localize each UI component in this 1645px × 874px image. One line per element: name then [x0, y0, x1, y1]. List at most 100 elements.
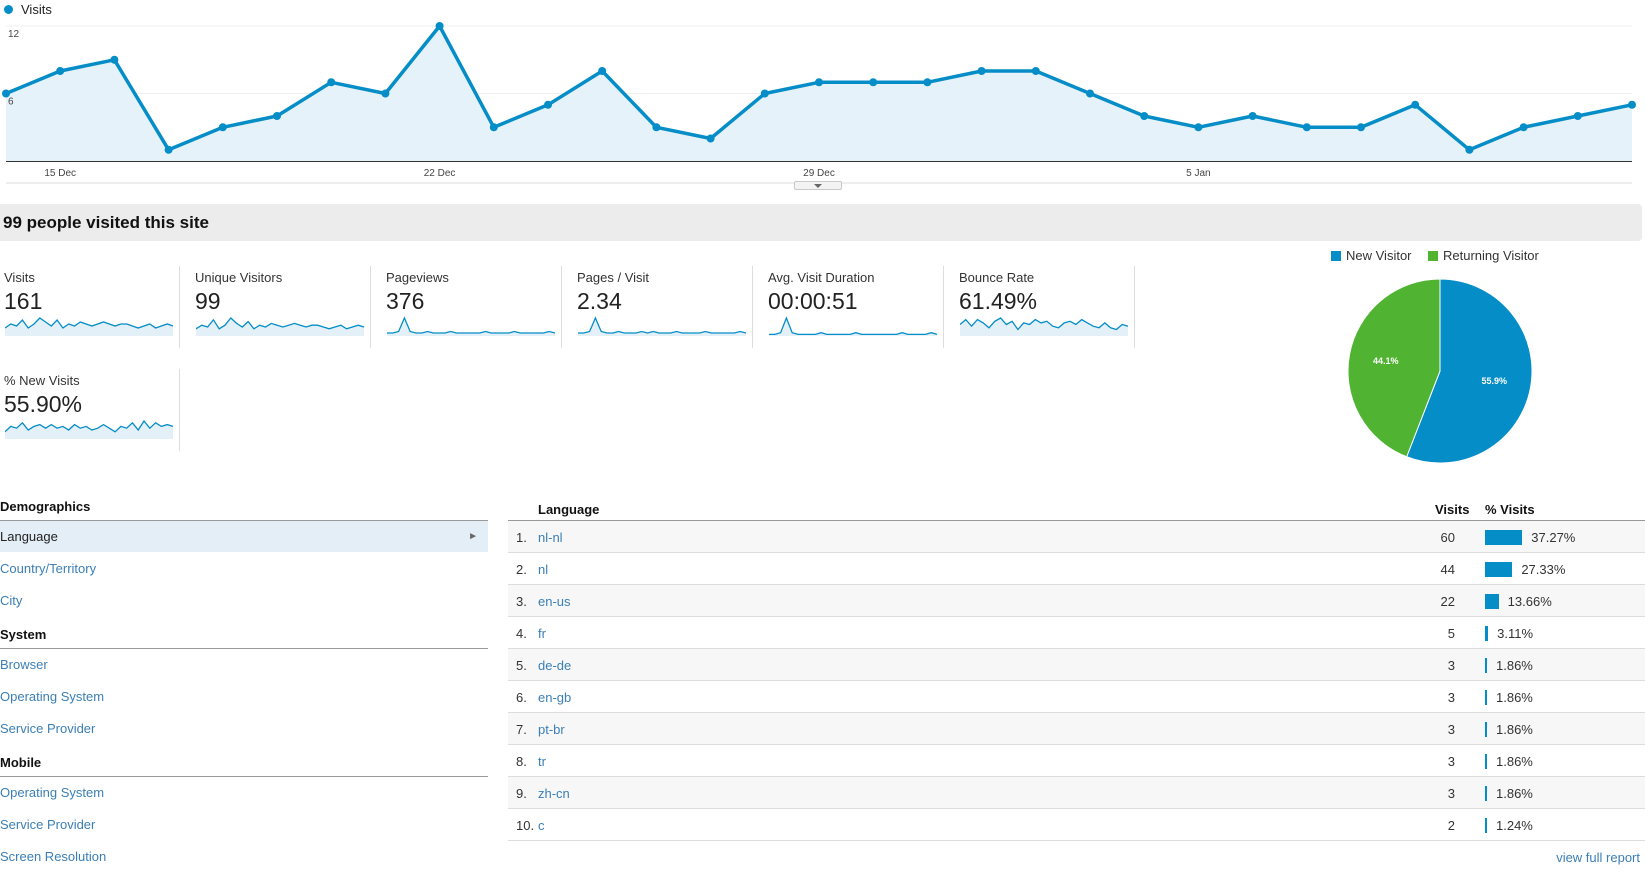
- percent-value: 37.27%: [1531, 530, 1576, 545]
- metric-tile[interactable]: Avg. Visit Duration 00:00:51: [764, 266, 944, 348]
- table-row: 7. pt-br 3 1.86%: [508, 713, 1645, 745]
- metric-label: % New Visits: [4, 373, 80, 388]
- visits-value: 44: [1440, 562, 1455, 577]
- metric-tile[interactable]: Visits 161: [0, 266, 180, 348]
- language-link[interactable]: pt-br: [538, 722, 565, 737]
- percent-value: 27.33%: [1521, 562, 1566, 577]
- language-link[interactable]: nl: [538, 562, 549, 577]
- x-tick-label: 29 Dec: [803, 168, 835, 179]
- metric-label: Visits: [4, 270, 35, 285]
- language-link[interactable]: tr: [538, 754, 546, 769]
- sparkline-area: [5, 318, 173, 336]
- data-point: [1248, 112, 1257, 120]
- nav-item-country[interactable]: Country/Territory: [0, 561, 97, 576]
- metric-value: 61.49%: [959, 288, 1038, 314]
- language-link[interactable]: en-gb: [538, 690, 572, 705]
- visits-value: 3: [1447, 786, 1455, 801]
- data-point: [489, 123, 498, 132]
- pie-slice[interactable]: [1406, 279, 1533, 464]
- sparkline-line: [5, 317, 174, 329]
- language-link[interactable]: fr: [538, 626, 546, 641]
- table-row: 9. zh-cn 3 1.86%: [508, 777, 1645, 809]
- data-point: [1411, 100, 1420, 109]
- data-point: [544, 100, 552, 109]
- language-link[interactable]: en-us: [538, 594, 571, 609]
- pie-slice-label: 44.1%: [1373, 356, 1399, 366]
- language-link[interactable]: de-de: [538, 658, 572, 673]
- row-index: 10.: [516, 818, 535, 833]
- y-tick-label: 12: [8, 29, 20, 40]
- percent-bar: [1485, 690, 1487, 705]
- data-point: [1086, 89, 1094, 98]
- summary-bar: 99 people visited this site: [0, 204, 1642, 241]
- pie-slice-label: 55.9%: [1481, 376, 1507, 386]
- sparkline-line: [196, 317, 365, 330]
- metric-value: 55.90%: [4, 391, 83, 417]
- metric-tile[interactable]: Pages / Visit 2.34: [573, 266, 753, 348]
- data-point: [435, 22, 444, 30]
- data-point: [273, 112, 281, 120]
- data-point: [1302, 123, 1311, 132]
- percent-bar: [1485, 626, 1489, 641]
- metric-tile[interactable]: Unique Visitors 99: [191, 266, 371, 348]
- column-header-language: Language: [538, 502, 600, 517]
- metric-sparkline: [578, 316, 747, 336]
- metric-value: 00:00:51: [768, 288, 858, 314]
- nav-item-operating-system[interactable]: Operating System: [0, 689, 105, 704]
- visits-value: 22: [1440, 594, 1455, 609]
- pie-slice[interactable]: [1348, 279, 1441, 458]
- sparkline-area: [5, 421, 173, 439]
- metric-tile[interactable]: % New Visits 55.90%: [0, 369, 180, 451]
- visits-value: 3: [1447, 754, 1455, 769]
- percent-bar: [1485, 530, 1523, 545]
- chart-legend: Visits: [4, 2, 52, 17]
- row-index: 8.: [516, 754, 527, 769]
- metric-label: Unique Visitors: [195, 270, 283, 285]
- nav-item-screen-resolution[interactable]: Screen Resolution: [0, 849, 107, 864]
- row-index: 3.: [516, 594, 527, 609]
- nav-item-language[interactable]: Language ►: [0, 521, 488, 552]
- metric-tile[interactable]: Pageviews 376: [382, 266, 562, 348]
- nav-item-service-provider[interactable]: Service Provider: [0, 721, 96, 736]
- metric-tile[interactable]: Bounce Rate 61.49%: [955, 266, 1135, 348]
- nav-heading-mobile: Mobile: [0, 755, 488, 777]
- data-point: [869, 78, 878, 87]
- language-link[interactable]: zh-cn: [538, 786, 570, 801]
- metric-sparkline: [5, 317, 174, 336]
- data-point: [1194, 123, 1203, 132]
- nav-item-city[interactable]: City: [0, 593, 23, 608]
- pie-legend-new-label: New Visitor: [1346, 248, 1412, 263]
- visitor-pie-chart: 55.9% 44.1%: [1348, 279, 1533, 464]
- table-row: 10. c 2 1.24%: [508, 809, 1645, 841]
- sparkline-line: [387, 316, 556, 334]
- data-point: [652, 123, 661, 132]
- pie-legend-returning: Returning Visitor: [1428, 248, 1539, 263]
- data-point: [760, 89, 769, 98]
- metric-value: 376: [386, 288, 425, 314]
- nav-item-mobile-operating-system[interactable]: Operating System: [0, 785, 105, 800]
- metric-value: 161: [4, 288, 43, 314]
- language-link[interactable]: c: [538, 818, 545, 833]
- metric-value: 99: [195, 288, 221, 314]
- nav-item-browser[interactable]: Browser: [0, 657, 48, 672]
- percent-value: 1.86%: [1496, 658, 1533, 673]
- row-index: 2.: [516, 562, 527, 577]
- chart-legend-label: Visits: [21, 2, 52, 17]
- chart-collapse-handle[interactable]: [794, 181, 842, 190]
- data-point: [1628, 100, 1636, 109]
- data-point: [2, 89, 10, 98]
- visits-value: 60: [1440, 530, 1455, 545]
- nav-item-label: Language: [0, 529, 58, 544]
- percent-bar: [1485, 722, 1487, 737]
- data-point: [1140, 112, 1149, 120]
- percent-value: 1.86%: [1496, 722, 1533, 737]
- view-full-report-link[interactable]: view full report: [1556, 850, 1640, 865]
- chevron-right-icon: ►: [468, 531, 478, 542]
- row-index: 7.: [516, 722, 527, 737]
- data-point: [815, 78, 823, 87]
- metric-sparkline: [960, 317, 1129, 336]
- new-visitor-swatch: [1331, 251, 1341, 261]
- nav-item-mobile-service-provider[interactable]: Service Provider: [0, 817, 96, 832]
- language-link[interactable]: nl-nl: [538, 530, 563, 545]
- sparkline-area: [960, 318, 1128, 336]
